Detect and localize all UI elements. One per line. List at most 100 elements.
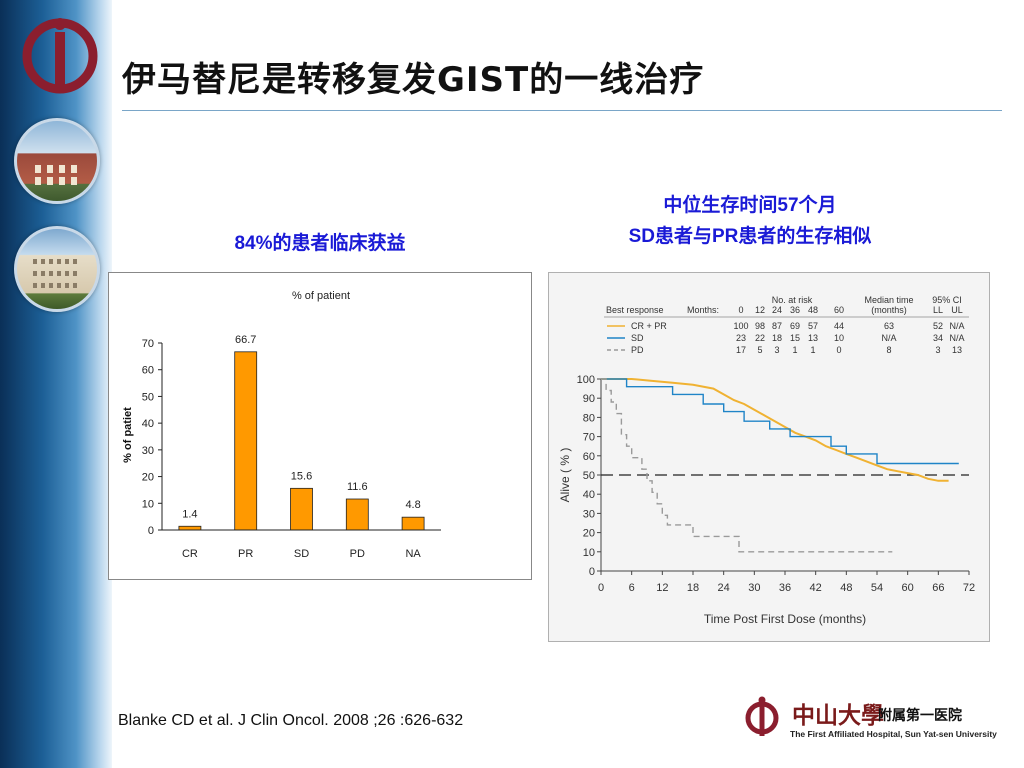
km-x-tick-label: 30 bbox=[748, 582, 760, 594]
table-median-value: 8 bbox=[886, 345, 891, 355]
table-month-label: 36 bbox=[790, 305, 800, 315]
table-at-risk-header: No. at risk bbox=[772, 295, 813, 305]
table-ul-value: N/A bbox=[949, 333, 964, 343]
table-ul-value: 13 bbox=[952, 345, 962, 355]
km-x-tick-label: 0 bbox=[598, 582, 604, 594]
bar-chart: % of patient % of patiet 0 10 20 30 40 50 60 70… bbox=[122, 290, 441, 560]
bar-value-label: 11.6 bbox=[347, 481, 368, 493]
footer-logo-dot bbox=[758, 696, 766, 704]
table-at-risk-value: 69 bbox=[790, 321, 800, 331]
slide-title: 伊马替尼是转移复发GIST的一线治疗 bbox=[122, 60, 705, 100]
km-series-line bbox=[601, 378, 959, 465]
table-at-risk-value: 98 bbox=[755, 321, 765, 331]
university-logo-icon bbox=[745, 696, 779, 736]
km-x-tick-label: 18 bbox=[687, 582, 699, 594]
km-series-line bbox=[601, 378, 949, 482]
table-row-label: PD bbox=[631, 345, 644, 355]
table-at-risk-value: 22 bbox=[755, 333, 765, 343]
table-at-risk-value: 18 bbox=[772, 333, 782, 343]
decorative-sidebar bbox=[0, 0, 112, 768]
km-x-tick-label: 60 bbox=[902, 582, 914, 594]
hospital-building-photo bbox=[14, 226, 100, 312]
survival-caption-line1: 中位生存时间57个月 bbox=[663, 195, 837, 216]
campus-building-photo bbox=[14, 118, 100, 204]
logo-bar bbox=[55, 32, 65, 92]
table-at-risk-value: 87 bbox=[772, 321, 782, 331]
hospital-logo-icon bbox=[22, 18, 98, 94]
bar bbox=[178, 525, 202, 531]
km-y-tick-label: 60 bbox=[583, 451, 595, 463]
table-best-response-header: Best response bbox=[606, 305, 664, 315]
title-divider bbox=[122, 110, 1002, 111]
bar bbox=[345, 498, 369, 531]
km-x-tick-label: 72 bbox=[963, 582, 975, 594]
table-median-value: 63 bbox=[884, 321, 894, 331]
table-months-header: Months: bbox=[687, 305, 719, 315]
table-ul-header: UL bbox=[951, 305, 963, 315]
table-ll-value: 3 bbox=[935, 345, 940, 355]
table-at-risk-value: 3 bbox=[774, 345, 779, 355]
bar-y-tick-label: 60 bbox=[142, 365, 154, 377]
table-row-label: SD bbox=[631, 333, 644, 343]
km-x-tick-label: 66 bbox=[932, 582, 944, 594]
table-at-risk-value: 1 bbox=[792, 345, 797, 355]
table-ci-header: 95% CI bbox=[932, 295, 962, 305]
km-y-tick-label: 50 bbox=[583, 470, 595, 482]
table-at-risk-value: 10 bbox=[834, 333, 844, 343]
table-at-risk-value: 44 bbox=[834, 321, 844, 331]
km-y-tick-label: 100 bbox=[577, 374, 595, 386]
hospital-name-en: The First Affiliated Hospital, Sun Yat-s… bbox=[790, 729, 997, 739]
table-ll-value: 52 bbox=[933, 321, 943, 331]
citation: Blanke CD et al. J Clin Oncol. 2008 ;26 … bbox=[118, 712, 464, 729]
table-at-risk-value: 13 bbox=[808, 333, 818, 343]
bar-category-label: PR bbox=[238, 548, 253, 560]
km-series-line bbox=[601, 378, 893, 553]
bar-category-label: NA bbox=[405, 548, 421, 560]
km-y-tick-label: 40 bbox=[583, 489, 595, 501]
table-ll-header: LL bbox=[933, 305, 943, 315]
bar-value-label: 4.8 bbox=[405, 499, 420, 511]
footer-logo-bar bbox=[759, 706, 765, 736]
hospital-name-cn: 附属第一医院 bbox=[878, 708, 962, 724]
km-x-tick-label: 36 bbox=[779, 582, 791, 594]
km-ylabel: Alive ( % ) bbox=[558, 448, 572, 503]
bar-chart-title: % of patient bbox=[292, 290, 350, 302]
table-month-label: 0 bbox=[738, 305, 743, 315]
bar-y-tick-label: 50 bbox=[142, 391, 154, 403]
table-row-label: CR + PR bbox=[631, 321, 667, 331]
table-month-label: 12 bbox=[755, 305, 765, 315]
table-ul-value: N/A bbox=[949, 321, 964, 331]
km-xlabel: Time Post First Dose (months) bbox=[704, 612, 866, 626]
bar-value-label: 1.4 bbox=[182, 508, 197, 520]
km-x-tick-label: 48 bbox=[840, 582, 852, 594]
km-x-tick-label: 12 bbox=[656, 582, 668, 594]
logo-dot bbox=[54, 18, 66, 30]
table-median-header-2: (months) bbox=[871, 305, 907, 315]
bar-chart-caption: 84%的患者临床获益 bbox=[234, 233, 406, 254]
table-median-value: N/A bbox=[881, 333, 896, 343]
survival-chart: Best response Months: No. at risk Median… bbox=[558, 295, 975, 626]
table-ll-value: 34 bbox=[933, 333, 943, 343]
survival-chart-panel: Best response Months: No. at risk Median… bbox=[548, 272, 990, 642]
bar-y-tick-label: 0 bbox=[148, 525, 154, 537]
bar-chart-panel: % of patient % of patiet 0 10 20 30 40 50 60 70… bbox=[108, 272, 532, 580]
bar-y-tick-label: 70 bbox=[142, 338, 154, 350]
university-name-cn: 中山大學 bbox=[792, 702, 884, 729]
bar bbox=[234, 351, 258, 531]
km-y-tick-label: 10 bbox=[583, 547, 595, 559]
km-y-tick-label: 70 bbox=[583, 432, 595, 444]
table-at-risk-value: 5 bbox=[757, 345, 762, 355]
km-x-tick-label: 42 bbox=[810, 582, 822, 594]
table-month-label: 60 bbox=[834, 305, 844, 315]
table-at-risk-value: 23 bbox=[736, 333, 746, 343]
table-at-risk-value: 100 bbox=[733, 321, 748, 331]
bar-category-label: CR bbox=[182, 548, 198, 560]
bar bbox=[290, 487, 313, 531]
bar-value-label: 66.7 bbox=[235, 334, 256, 346]
km-x-tick-label: 54 bbox=[871, 582, 883, 594]
km-x-tick-label: 6 bbox=[629, 582, 635, 594]
bar-y-tick-label: 40 bbox=[142, 418, 154, 430]
bar-chart-ylabel: % of patiet bbox=[122, 407, 134, 463]
bar-category-label: SD bbox=[294, 548, 309, 560]
table-at-risk-value: 57 bbox=[808, 321, 818, 331]
